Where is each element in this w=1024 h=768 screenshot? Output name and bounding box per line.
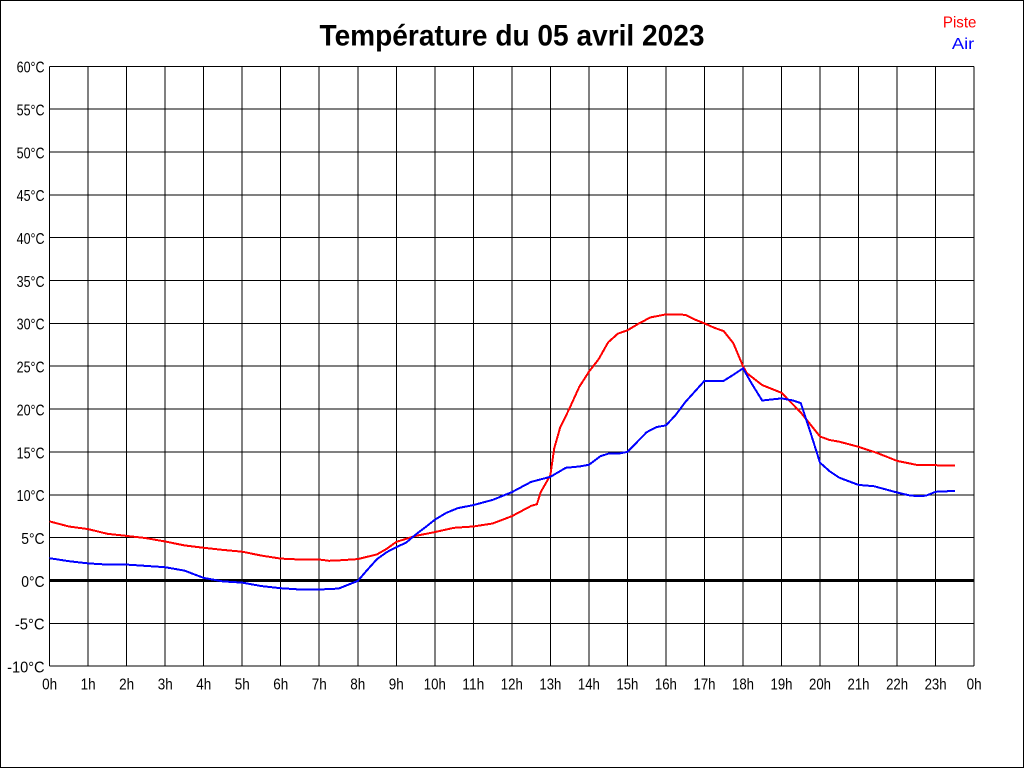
svg-text:3h: 3h: [158, 676, 173, 693]
svg-text:10°C: 10°C: [17, 488, 45, 505]
svg-text:5h: 5h: [235, 676, 250, 693]
svg-text:13h: 13h: [539, 676, 561, 693]
svg-text:6h: 6h: [273, 676, 288, 693]
svg-text:15h: 15h: [616, 676, 638, 693]
svg-text:17h: 17h: [694, 676, 716, 693]
svg-text:20°C: 20°C: [17, 402, 45, 419]
svg-text:12h: 12h: [501, 676, 523, 693]
svg-text:14h: 14h: [578, 676, 600, 693]
svg-text:23h: 23h: [925, 676, 947, 693]
svg-text:35°C: 35°C: [17, 274, 45, 291]
svg-text:45°C: 45°C: [17, 188, 45, 205]
svg-text:11h: 11h: [462, 676, 484, 693]
svg-text:Air: Air: [952, 36, 975, 53]
svg-text:Piste: Piste: [943, 15, 977, 32]
svg-text:16h: 16h: [655, 676, 677, 693]
svg-text:10h: 10h: [424, 676, 446, 693]
svg-text:2h: 2h: [119, 676, 134, 693]
svg-text:8h: 8h: [350, 676, 365, 693]
svg-text:9h: 9h: [389, 676, 404, 693]
svg-text:22h: 22h: [886, 676, 908, 693]
svg-text:7h: 7h: [312, 676, 327, 693]
svg-text:40°C: 40°C: [17, 231, 45, 248]
svg-text:0h: 0h: [42, 676, 57, 693]
svg-text:0°C: 0°C: [21, 574, 44, 591]
svg-text:60°C: 60°C: [17, 60, 45, 77]
svg-text:4h: 4h: [196, 676, 211, 693]
svg-text:15°C: 15°C: [17, 445, 45, 462]
svg-text:30°C: 30°C: [17, 317, 45, 334]
svg-text:50°C: 50°C: [17, 145, 45, 162]
svg-text:5°C: 5°C: [21, 531, 44, 548]
svg-text:21h: 21h: [848, 676, 870, 693]
svg-text:20h: 20h: [809, 676, 831, 693]
svg-text:0h: 0h: [967, 676, 982, 693]
svg-text:18h: 18h: [732, 676, 754, 693]
svg-text:1h: 1h: [81, 676, 96, 693]
svg-text:-10°C: -10°C: [7, 660, 45, 677]
svg-text:19h: 19h: [771, 676, 793, 693]
svg-text:25°C: 25°C: [17, 360, 45, 377]
svg-text:-5°C: -5°C: [15, 617, 45, 634]
svg-text:55°C: 55°C: [17, 103, 45, 120]
svg-text:Température du 05 avril 2023: Température du 05 avril 2023: [320, 20, 705, 53]
